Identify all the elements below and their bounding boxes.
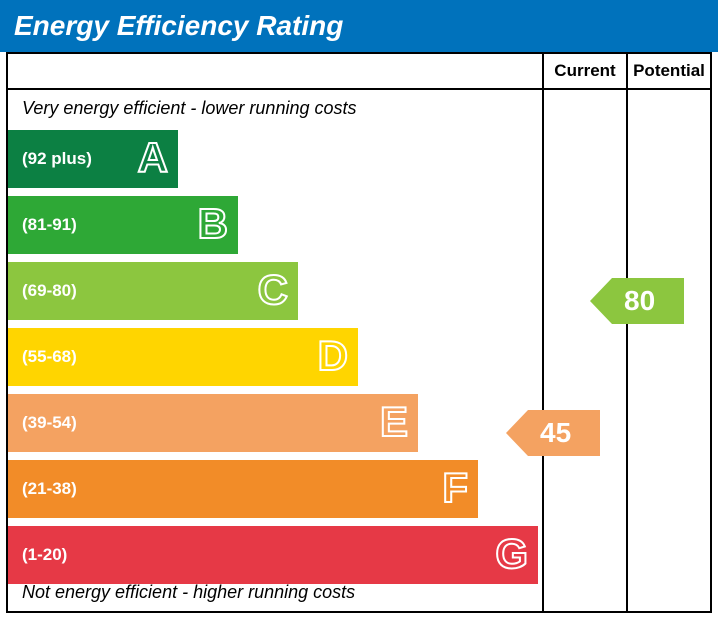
band-range-a: (92 plus) [8, 149, 92, 169]
arrow-point-current [506, 410, 528, 456]
current-column: 45 [542, 90, 626, 611]
column-header-potential: Potential [626, 54, 710, 88]
band-range-c: (69-80) [8, 281, 77, 301]
epc-chart: Energy Efficiency Rating Current Potenti… [0, 0, 718, 619]
band-bar-a: (92 plus) A [8, 130, 178, 188]
band-range-b: (81-91) [8, 215, 77, 235]
header-row: Current Potential [8, 54, 710, 90]
band-bar-c: (69-80) C [8, 262, 298, 320]
band-bar-g: (1-20) G [8, 526, 538, 584]
band-letter-e: E [380, 398, 408, 446]
chart-title: Energy Efficiency Rating [14, 10, 343, 42]
rating-arrow-current: 45 [528, 410, 600, 456]
band-bar-b: (81-91) B [8, 196, 238, 254]
title-bar: Energy Efficiency Rating [0, 0, 718, 52]
potential-column: 80 [626, 90, 710, 611]
rating-arrow-potential: 80 [612, 278, 684, 324]
band-range-e: (39-54) [8, 413, 77, 433]
body-row: Very energy efficient - lower running co… [8, 90, 710, 611]
rating-value-current: 45 [528, 417, 571, 449]
caption-inefficient: Not energy efficient - higher running co… [8, 582, 355, 603]
bands-column: Very energy efficient - lower running co… [8, 90, 542, 611]
caption-efficient: Very energy efficient - lower running co… [8, 98, 357, 119]
band-bar-f: (21-38) F [8, 460, 478, 518]
band-bar-d: (55-68) D [8, 328, 358, 386]
arrow-point-potential [590, 278, 612, 324]
band-range-g: (1-20) [8, 545, 67, 565]
bars-container: (92 plus) A (81-91) B (69-80) C (55-68) D (39-54… [8, 130, 538, 584]
header-spacer [8, 54, 542, 88]
band-letter-a: A [138, 134, 168, 182]
band-bar-e: (39-54) E [8, 394, 418, 452]
band-range-f: (21-38) [8, 479, 77, 499]
chart-table: Current Potential Very energy efficient … [6, 52, 712, 613]
band-letter-f: F [442, 464, 468, 512]
band-letter-g: G [495, 530, 528, 578]
band-range-d: (55-68) [8, 347, 77, 367]
band-letter-d: D [318, 332, 348, 380]
band-letter-c: C [258, 266, 288, 314]
column-header-current: Current [542, 54, 626, 88]
rating-value-potential: 80 [612, 285, 655, 317]
band-letter-b: B [198, 200, 228, 248]
